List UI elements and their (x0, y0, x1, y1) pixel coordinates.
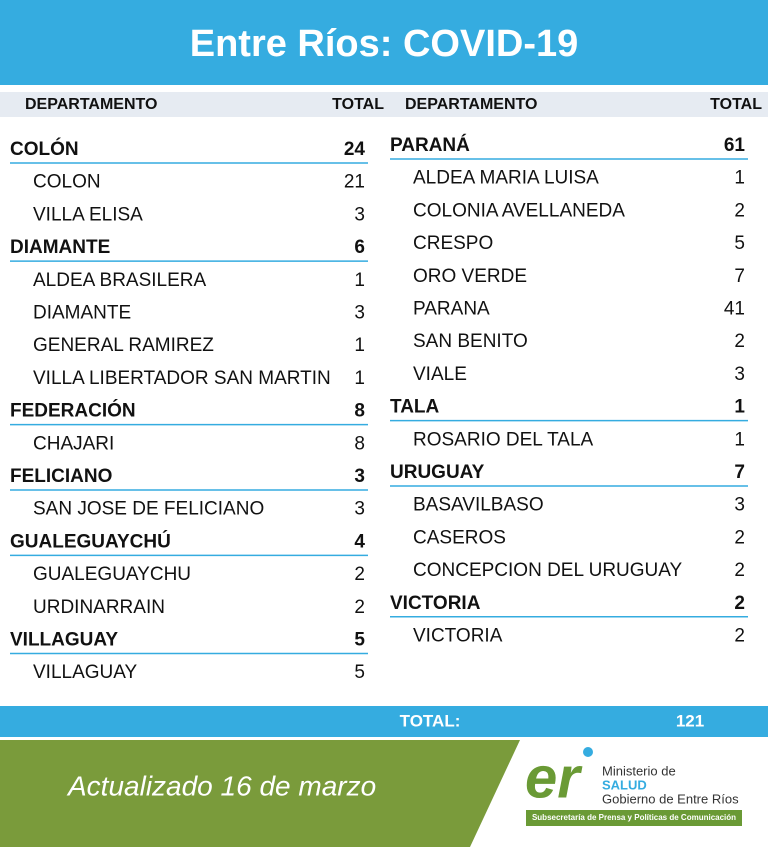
locality-total: 1 (354, 335, 365, 356)
logo-dot (583, 747, 593, 757)
locality-total: 7 (734, 266, 745, 287)
locality-total: 5 (354, 662, 365, 683)
updated-text: Actualizado 16 de marzo (66, 770, 376, 801)
column-header-band (0, 92, 768, 117)
department-name: VICTORIA (390, 593, 481, 614)
title: Entre Ríos: COVID-19 (190, 23, 579, 65)
department-total: 4 (354, 531, 365, 552)
department-name: COLÓN (10, 138, 79, 160)
locality-total: 2 (734, 626, 745, 647)
locality-name: ALDEA BRASILERA (33, 270, 207, 291)
logo-text: Ministerio de (602, 763, 676, 778)
locality-name: VILLAGUAY (33, 662, 138, 683)
department-total: 6 (354, 237, 365, 258)
locality-total: 2 (734, 527, 745, 548)
department-total: 7 (734, 462, 745, 483)
locality-name: VILLA LIBERTADOR SAN MARTIN (33, 368, 331, 389)
locality-name: VIALE (413, 364, 467, 385)
department-name: GUALEGUAYCHÚ (10, 530, 171, 552)
total-label: TOTAL: (400, 711, 461, 730)
locality-name: CASEROS (413, 527, 506, 548)
column-header: TOTAL (332, 96, 384, 113)
department-total: 3 (354, 466, 365, 487)
locality-name: SAN JOSE DE FELICIANO (33, 499, 264, 520)
department-name: FELICIANO (10, 466, 112, 487)
locality-total: 2 (734, 200, 745, 221)
locality-name: VICTORIA (413, 626, 503, 647)
locality-total: 21 (344, 172, 365, 193)
locality-total: 1 (734, 429, 745, 450)
locality-total: 3 (354, 204, 365, 225)
locality-name: ROSARIO DEL TALA (413, 429, 594, 450)
locality-total: 2 (734, 331, 745, 352)
locality-total: 3 (734, 364, 745, 385)
department-name: VILLAGUAY (10, 630, 118, 651)
locality-name: DIAMANTE (33, 303, 131, 324)
department-total: 2 (734, 593, 745, 614)
locality-total: 3 (734, 495, 745, 516)
logo-mark: er (525, 745, 583, 810)
locality-name: BASAVILBASO (413, 495, 544, 516)
department-name: PARANÁ (390, 134, 470, 156)
column-header: DEPARTAMENTO (405, 96, 537, 113)
column-header: DEPARTAMENTO (25, 96, 157, 113)
department-name: TALA (390, 397, 440, 418)
department-name: FEDERACIÓN (10, 400, 136, 422)
locality-total: 3 (354, 303, 365, 324)
locality-name: CONCEPCION DEL URUGUAY (413, 560, 683, 581)
locality-name: CRESPO (413, 233, 493, 254)
locality-name: GENERAL RAMIREZ (33, 335, 214, 356)
locality-total: 8 (354, 433, 365, 454)
department-total: 5 (354, 630, 365, 651)
locality-total: 5 (734, 233, 745, 254)
department-name: URUGUAY (390, 462, 485, 483)
logo-text: SALUD (602, 777, 647, 792)
locality-name: CHAJARI (33, 433, 114, 454)
column-header: TOTAL (710, 96, 762, 113)
locality-total: 1 (354, 270, 365, 291)
department-total: 1 (734, 397, 745, 418)
locality-name: URDINARRAIN (33, 597, 165, 618)
total-band (0, 706, 768, 737)
logo-banner (526, 810, 742, 826)
locality-name: SAN BENITO (413, 331, 528, 352)
locality-total: 2 (354, 597, 365, 618)
locality-name: COLONIA AVELLANEDA (413, 200, 625, 221)
locality-total: 2 (734, 560, 745, 581)
locality-name: ORO VERDE (413, 266, 527, 287)
total-value: 121 (676, 711, 704, 730)
locality-name: ALDEA MARIA LUISA (413, 168, 599, 189)
footer-band (0, 740, 520, 847)
department-name: DIAMANTE (10, 237, 110, 258)
locality-name: PARANA (413, 299, 490, 320)
locality-name: VILLA ELISA (33, 204, 143, 225)
logo-banner-text: Subsecretaría de Prensa y Políticas de C… (532, 813, 736, 822)
logo-text: Gobierno de Entre Ríos (602, 791, 739, 806)
locality-total: 1 (734, 168, 745, 189)
locality-total: 2 (354, 564, 365, 585)
locality-total: 1 (354, 368, 365, 389)
locality-name: GUALEGUAYCHU (33, 564, 191, 585)
locality-total: 41 (724, 299, 745, 320)
department-total: 61 (724, 135, 746, 156)
locality-total: 3 (354, 499, 365, 520)
department-total: 24 (344, 139, 366, 160)
header-band (0, 0, 768, 85)
department-total: 8 (354, 401, 365, 422)
locality-name: COLON (33, 172, 101, 193)
